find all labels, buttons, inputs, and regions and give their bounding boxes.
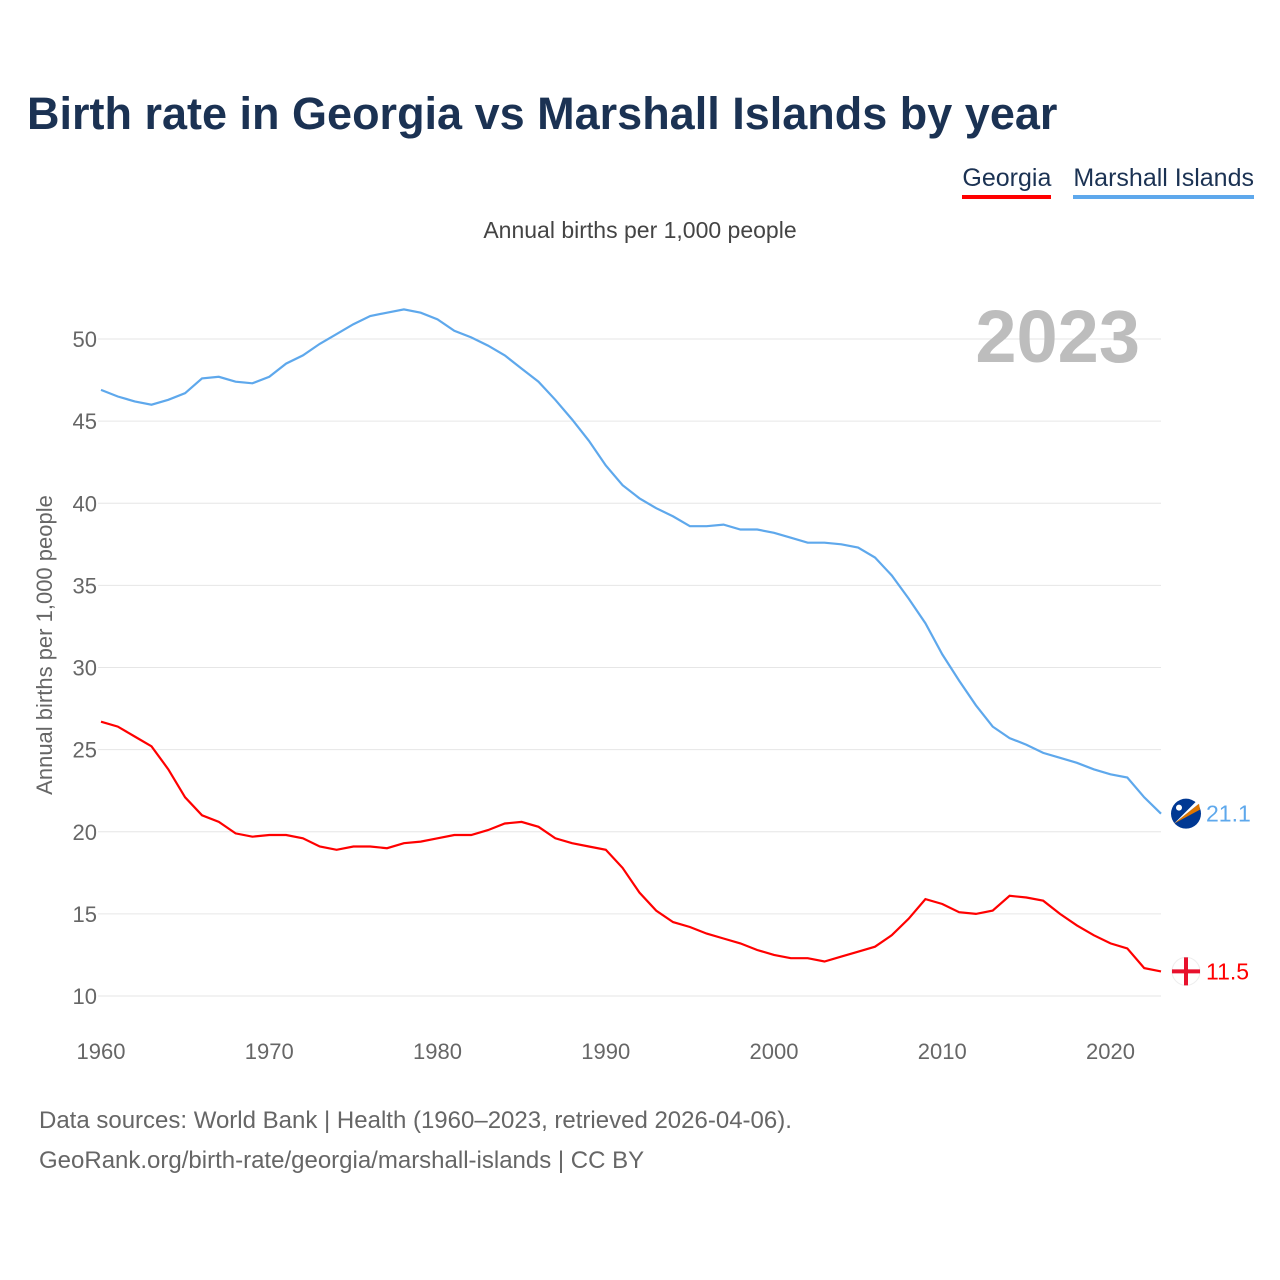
y-tick-label: 45: [73, 409, 97, 434]
chart-title: Birth rate in Georgia vs Marshall Island…: [27, 88, 1058, 139]
y-tick-label: 30: [73, 656, 97, 681]
y-tick-label: 10: [73, 984, 97, 1009]
series-line-marshall-islands: [100, 308, 1162, 815]
x-tick-label: 2010: [918, 1039, 967, 1064]
series-line-georgia: [100, 720, 1162, 973]
flag-star: [1176, 804, 1182, 811]
y-tick-label: 40: [73, 491, 97, 516]
footer-sources: Data sources: World Bank | Health (1960–…: [39, 1107, 792, 1134]
x-tick-label: 1970: [245, 1039, 294, 1064]
legend-georgia[interactable]: Georgia: [962, 164, 1052, 199]
y-axis-label: Annual births per 1,000 people: [32, 495, 57, 795]
y-tick-label: 20: [73, 820, 97, 845]
year-label: 2023: [975, 295, 1140, 378]
flag-stripe: [1174, 800, 1199, 824]
x-tick-label: 1990: [581, 1039, 630, 1064]
footer-link[interactable]: GeoRank.org/birth-rate/georgia/marshall-…: [39, 1147, 645, 1174]
x-tick-label: 2020: [1086, 1039, 1135, 1064]
end-value-label: 21.1: [1206, 801, 1251, 827]
x-tick-label: 2000: [750, 1039, 799, 1064]
end-value-label: 11.5: [1206, 958, 1249, 984]
legend: Georgia Marshall Islands: [962, 164, 1254, 199]
y-tick-label: 25: [73, 738, 97, 763]
y-tick-label: 35: [73, 573, 97, 598]
y-tick-label: 50: [73, 327, 97, 352]
x-tick-label: 1960: [77, 1039, 126, 1064]
chart-subtitle: Annual births per 1,000 people: [483, 217, 797, 243]
georgia-flag-cross: [1172, 969, 1200, 974]
legend-marshall-islands[interactable]: Marshall Islands: [1073, 164, 1254, 199]
y-tick-label: 15: [73, 902, 97, 927]
x-tick-label: 1980: [413, 1039, 462, 1064]
flag-stripe: [1174, 803, 1200, 824]
